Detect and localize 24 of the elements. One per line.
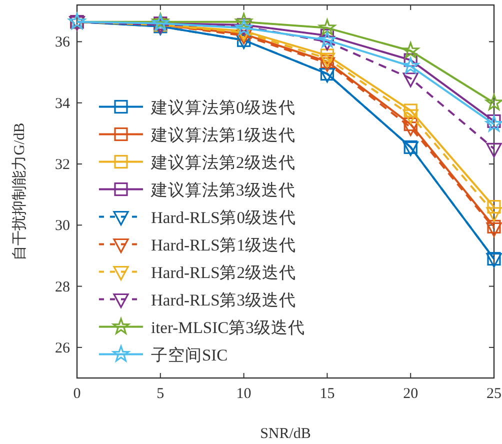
x-axis-title: SNR/dB [260,426,311,442]
y-axis-title: 自干扰抑制能力G/dB [11,122,28,260]
x-tick-label: 0 [73,386,81,402]
y-tick-label: 30 [55,218,70,234]
legend-label: 建议算法第1级迭代 [150,125,296,144]
y-tick-label: 28 [55,279,70,296]
y-tick-label: 32 [55,156,70,173]
x-tick-label: 15 [320,386,335,402]
x-tick-label: 25 [486,386,502,402]
y-tick-label: 36 [55,34,70,51]
legend-label: Hard-RLS第2级迭代 [151,262,296,282]
x-tick-label: 20 [403,386,418,402]
y-tick-label: 26 [55,340,70,356]
legend-label: 建议算法第3级迭代 [150,180,296,200]
legend-label: 建议算法第2级迭代 [150,152,296,172]
y-tick-label: 34 [55,96,70,112]
legend-label: 建议算法第0级迭代 [150,98,296,117]
legend-label: 子空间SIC [151,345,228,364]
legend-label: iter-MLSIC第3级迭代 [151,318,305,337]
legend-label: Hard-RLS第3级迭代 [151,290,296,310]
legend-label: Hard-RLS第1级迭代 [151,235,296,254]
x-tick-label: 10 [236,386,252,402]
legend-label: Hard-RLS第0级迭代 [151,208,296,227]
x-tick-label: 5 [156,386,164,402]
